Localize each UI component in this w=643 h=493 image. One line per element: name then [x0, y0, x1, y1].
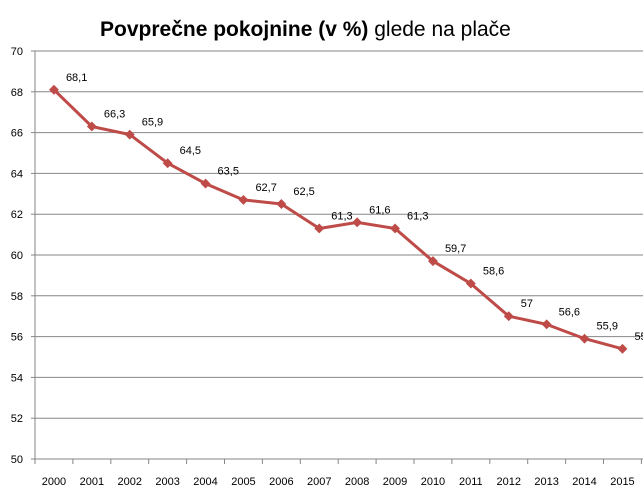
- chart-title-rest: glede na plače: [368, 18, 510, 41]
- x-tick-label: 2011: [459, 476, 483, 488]
- data-point: [465, 278, 476, 289]
- y-tick-label: 60: [11, 250, 23, 262]
- x-tick-label: 2013: [534, 476, 558, 488]
- data-point: [390, 223, 400, 234]
- data-point: [503, 311, 514, 322]
- x-axis-ticks: 2000 2001 2002 2003 2004 2005 2006 2007 2008 2009…: [34, 459, 642, 488]
- x-tick-label: 2008: [345, 476, 369, 488]
- y-axis-ticks: 50 52 54 56 58 60 62 64 66 68 70: [11, 46, 35, 466]
- x-tick-label: 2005: [231, 476, 255, 488]
- x-tick-label: 2015: [610, 476, 634, 488]
- data-label: 62,5: [293, 186, 314, 198]
- y-tick-label: 62: [11, 209, 23, 221]
- series-markers: [49, 84, 628, 354]
- y-tick-label: 54: [11, 372, 23, 384]
- x-tick-label: 2003: [155, 476, 179, 488]
- data-point: [617, 343, 628, 354]
- x-tick-label: 2006: [269, 476, 293, 488]
- y-tick-label: 58: [11, 291, 23, 303]
- data-label: 58,6: [483, 266, 504, 278]
- data-label: 63,5: [218, 166, 239, 178]
- y-tick-label: 64: [11, 168, 23, 180]
- data-point: [124, 129, 135, 140]
- x-tick-label: 2007: [307, 476, 331, 488]
- data-label: 56,6: [559, 306, 580, 318]
- series-line: [52, 88, 623, 351]
- data-label: 61,3: [331, 210, 352, 222]
- data-label: 61,6: [369, 204, 390, 216]
- data-label: 55,9: [597, 321, 618, 333]
- y-tick-label: 52: [11, 413, 23, 425]
- data-point: [428, 256, 438, 267]
- x-tick-label: 2001: [80, 476, 104, 488]
- data-point: [162, 158, 173, 169]
- data-point: [314, 223, 325, 234]
- x-tick-label: 2000: [42, 476, 66, 488]
- data-label: 57: [521, 298, 533, 310]
- data-point: [276, 199, 287, 209]
- data-label: 59,7: [445, 243, 466, 255]
- data-label: 55,4: [634, 331, 643, 343]
- data-point: [49, 84, 59, 95]
- data-label: 62,7: [255, 182, 276, 194]
- y-tick-label: 66: [11, 128, 23, 140]
- chart-title: Povprečne pokojnine (v %) glede na plače: [100, 18, 511, 41]
- y-tick-label: 56: [11, 332, 23, 344]
- x-tick-label: 2004: [193, 476, 217, 488]
- data-label: 64,5: [180, 145, 201, 157]
- data-label: 66,3: [104, 108, 125, 120]
- y-tick-label: 70: [11, 46, 23, 58]
- x-tick-label: 2002: [118, 476, 142, 488]
- x-tick-label: 2010: [421, 476, 445, 488]
- series-line-path: [52, 88, 623, 351]
- data-point: [238, 194, 249, 205]
- x-tick-label: 2012: [497, 476, 521, 488]
- data-point: [541, 319, 552, 330]
- chart-title-bold: Povprečne pokojnine (v %): [100, 18, 368, 41]
- gridlines: [34, 50, 643, 460]
- data-label: 65,9: [142, 117, 163, 129]
- data-point: [86, 121, 97, 132]
- x-tick-label: 2014: [572, 476, 596, 488]
- y-tick-label: 68: [11, 87, 23, 99]
- x-tick-label: 2009: [383, 476, 407, 488]
- data-point: [200, 178, 211, 189]
- data-point: [352, 217, 363, 228]
- data-label: 61,3: [407, 210, 428, 222]
- data-point: [579, 333, 590, 344]
- y-tick-label: 50: [11, 454, 23, 466]
- data-label: 68,1: [66, 72, 87, 84]
- data-labels: 68,1 66,3 65,9 64,5 63,5 62,7 62,5 61,3 61,6 61,3…: [66, 72, 643, 343]
